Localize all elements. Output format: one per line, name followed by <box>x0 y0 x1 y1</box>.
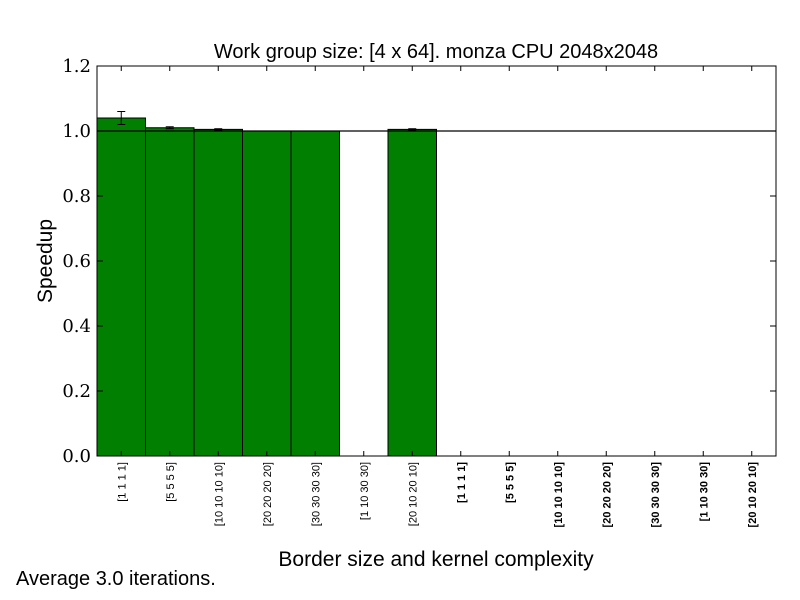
y-tick-label: 0.6 <box>62 251 91 272</box>
x-axis-label: Border size and kernel complexity <box>278 548 594 571</box>
y-tick-label: 0.0 <box>62 446 91 467</box>
bar <box>193 128 243 457</box>
y-tick-label: 0.4 <box>62 316 91 337</box>
x-tick-label: [20 10 20 10] <box>747 462 759 528</box>
bar <box>145 127 195 457</box>
bar <box>242 130 292 457</box>
x-tick-label: [30 30 30 30] <box>650 462 662 528</box>
y-axis-label: Speedup <box>34 219 57 303</box>
y-tick-label: 0.8 <box>62 186 91 207</box>
x-tick-label: [20 20 20 20] <box>601 462 613 528</box>
bar <box>387 128 437 457</box>
x-tick-label: [10 10 10 10] <box>553 462 565 528</box>
error-bar <box>165 126 174 130</box>
y-tick-label: 0.2 <box>62 381 91 402</box>
x-tick-label: [1 10 30 30] <box>698 462 710 522</box>
x-tick-label: [1 1 1 1] <box>456 462 468 503</box>
y-tick-label: 1.0 <box>62 121 91 142</box>
x-tick-label: [1 10 30 30] <box>359 462 371 520</box>
x-tick-label: [20 20 20 20] <box>262 462 274 526</box>
chart-title: Work group size: [4 x 64]. monza CPU 204… <box>214 41 658 63</box>
y-tick-label: 1.2 <box>62 56 91 77</box>
error-bar <box>408 128 417 131</box>
x-tick-label: [10 10 10 10] <box>213 462 225 526</box>
x-tick-label: [30 30 30 30] <box>310 462 322 526</box>
x-tick-label: [1 1 1 1] <box>116 462 128 502</box>
error-bar <box>214 128 223 131</box>
x-tick-label: [5 5 5 5] <box>165 462 177 502</box>
error-bar <box>117 111 126 125</box>
bar <box>96 117 146 457</box>
bar <box>290 130 340 457</box>
footnote: Average 3.0 iterations. <box>16 568 216 590</box>
x-tick-label: [5 5 5 5] <box>504 462 516 503</box>
x-tick-label: [20 10 20 10] <box>407 462 419 526</box>
